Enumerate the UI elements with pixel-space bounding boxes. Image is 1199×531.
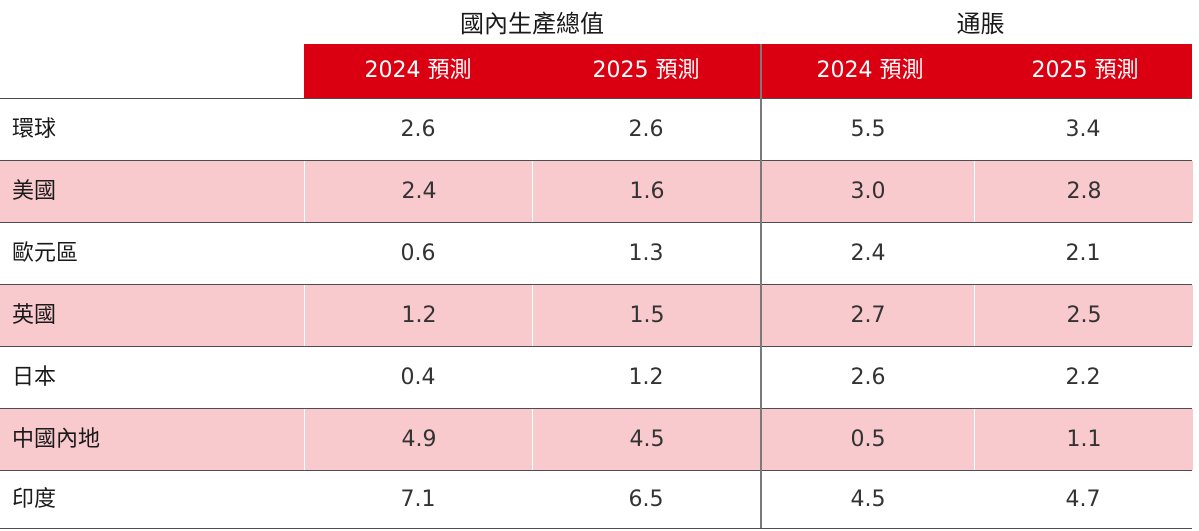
table-cell: 1.2 bbox=[304, 285, 533, 346]
table-cell: 3.0 bbox=[762, 161, 974, 222]
table-cell: 2.1 bbox=[1065, 241, 1101, 266]
table-cell: 2.2 bbox=[1065, 365, 1101, 390]
table-cell: 2.7 bbox=[762, 285, 974, 346]
table-cell: 4.5 bbox=[850, 487, 886, 512]
table-row: 美國 2.4 1.6 3.0 2.8 bbox=[0, 161, 1193, 223]
row-label: 印度 bbox=[12, 487, 57, 512]
table-cell: 5.5 bbox=[850, 117, 886, 142]
table-cell: 4.5 bbox=[532, 409, 761, 470]
table-cell: 7.1 bbox=[400, 487, 436, 512]
table-cell: 1.1 bbox=[974, 409, 1193, 470]
table-cell: 2.8 bbox=[974, 161, 1193, 222]
table-row: 環球 2.6 2.6 5.5 3.4 bbox=[0, 99, 1192, 161]
column-header-row: 2024 預測 2025 預測 2024 預測 2025 預測 bbox=[304, 44, 1192, 98]
column-header-inflation-2024: 2024 預測 bbox=[816, 58, 924, 83]
table-cell: 3.4 bbox=[1065, 117, 1101, 142]
group-divider bbox=[760, 44, 762, 528]
table-row: 歐元區 0.6 1.3 2.4 2.1 bbox=[0, 223, 1192, 285]
table-cell: 4.9 bbox=[304, 409, 533, 470]
table-cell: 2.6 bbox=[400, 117, 436, 142]
table-row: 英國 1.2 1.5 2.7 2.5 bbox=[0, 285, 1193, 347]
table-cell: 1.5 bbox=[532, 285, 761, 346]
group-header-row: 國內生產總值 通脹 bbox=[0, 0, 1199, 44]
table-row: 日本 0.4 1.2 2.6 2.2 bbox=[0, 347, 1192, 409]
table-cell: 0.5 bbox=[762, 409, 974, 470]
column-header-inflation-2025: 2025 預測 bbox=[1031, 58, 1139, 83]
row-label: 日本 bbox=[12, 365, 57, 390]
table-row: 中國內地 4.9 4.5 0.5 1.1 bbox=[0, 409, 1193, 471]
table-cell: 0.4 bbox=[400, 365, 436, 390]
table-cell: 2.6 bbox=[628, 117, 664, 142]
table-cell: 0.6 bbox=[400, 241, 436, 266]
table-row: 印度 7.1 6.5 4.5 4.7 bbox=[0, 471, 1192, 529]
row-label: 中國內地 bbox=[0, 409, 304, 470]
column-header-gdp-2025: 2025 預測 bbox=[592, 58, 700, 83]
group-title-gdp: 國內生產總值 bbox=[460, 10, 604, 38]
table-cell: 2.4 bbox=[850, 241, 886, 266]
row-label: 環球 bbox=[12, 117, 57, 142]
table-cell: 2.6 bbox=[850, 365, 886, 390]
header-rule bbox=[0, 98, 1192, 99]
row-label: 歐元區 bbox=[12, 241, 79, 266]
table-cell: 2.4 bbox=[304, 161, 533, 222]
table-cell: 1.2 bbox=[628, 365, 664, 390]
table-cell: 2.5 bbox=[974, 285, 1193, 346]
table-cell: 1.6 bbox=[532, 161, 761, 222]
row-label: 美國 bbox=[0, 161, 304, 222]
group-title-inflation: 通脹 bbox=[956, 10, 1005, 38]
table-cell: 6.5 bbox=[628, 487, 664, 512]
column-header-gdp-2024: 2024 預測 bbox=[364, 58, 472, 83]
row-label: 英國 bbox=[0, 285, 304, 346]
table-cell: 4.7 bbox=[1065, 487, 1101, 512]
table-cell: 1.3 bbox=[628, 241, 664, 266]
